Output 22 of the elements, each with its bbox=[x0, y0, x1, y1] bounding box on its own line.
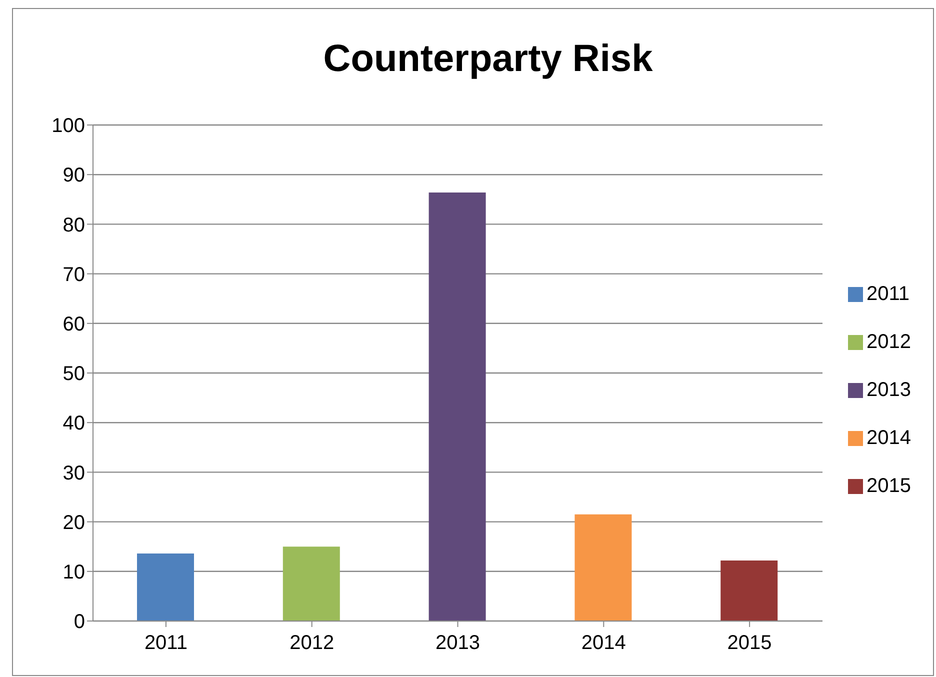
legend-label: 2015 bbox=[866, 475, 911, 497]
chart-title: Counterparty Risk bbox=[322, 36, 654, 82]
x-tick-label: 2012 bbox=[290, 632, 334, 654]
y-tick-label: 70 bbox=[62, 264, 85, 286]
y-tick-label: 0 bbox=[74, 611, 85, 634]
y-tick-label: 60 bbox=[62, 314, 85, 336]
y-tick-label: 30 bbox=[62, 462, 85, 484]
y-tick-label: 40 bbox=[62, 412, 85, 435]
x-tick-label: 2011 bbox=[144, 632, 188, 654]
legend-label: 2013 bbox=[866, 379, 911, 401]
legend-label: 2012 bbox=[866, 331, 911, 353]
y-tick-label: 50 bbox=[62, 363, 85, 386]
legend-label: 2014 bbox=[866, 427, 911, 449]
y-tick-label: 80 bbox=[62, 214, 85, 236]
x-tick-label: 2013 bbox=[436, 632, 480, 654]
x-tick-label: 2014 bbox=[581, 632, 626, 654]
y-tick-label: 20 bbox=[62, 512, 85, 534]
x-tick-label: 2015 bbox=[727, 632, 772, 654]
y-tick-label: 100 bbox=[52, 115, 85, 138]
y-tick-label: 10 bbox=[62, 562, 85, 584]
y-tick-label: 90 bbox=[62, 164, 85, 187]
legend-label: 2011 bbox=[866, 283, 910, 305]
